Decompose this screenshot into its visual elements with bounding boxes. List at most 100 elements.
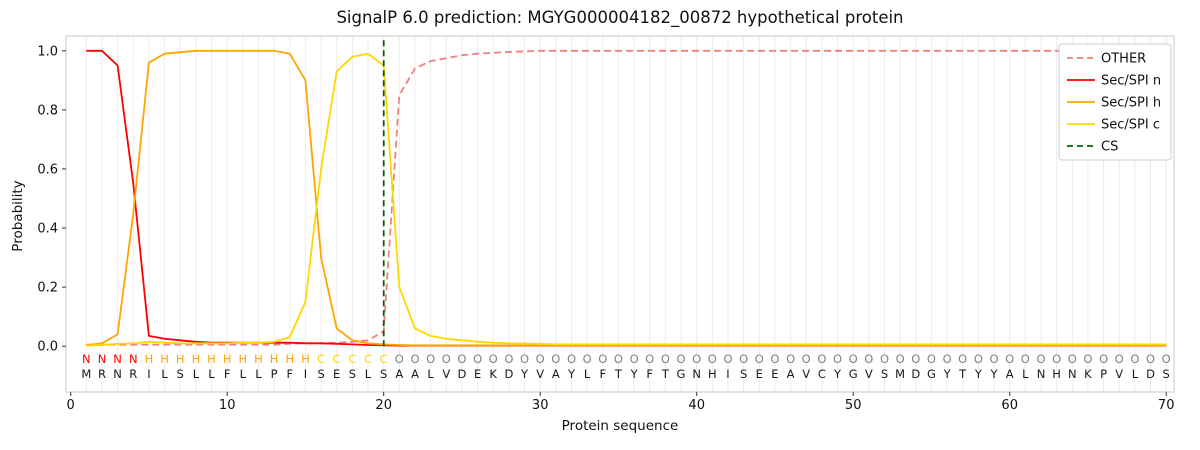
region-letter: O [927,352,936,366]
residue-letter: D [911,367,920,381]
region-letter: O [504,352,513,366]
region-letter: O [786,352,795,366]
region-letter: O [442,352,451,366]
region-letter: O [1036,352,1045,366]
region-letter: O [410,352,419,366]
series-line-sec-spi-h [86,49,1167,347]
x-axis-label: Protein sequence [561,418,679,434]
region-letter: O [583,352,592,366]
region-letter: O [849,352,858,366]
residue-letter: F [599,367,606,381]
legend-label: CS [1101,140,1118,155]
region-letter: O [896,352,905,366]
x-tick-label: 30 [532,398,549,413]
residue-letter: L [193,367,200,381]
region-letter: O [676,352,685,366]
region-letter: C [333,352,341,366]
residue-letter: V [802,367,810,381]
region-letter: O [943,352,952,366]
region-letter: O [661,352,670,366]
residue-letter: S [380,367,387,381]
residue-letter: L [365,367,372,381]
region-letter: O [911,352,920,366]
residue-letter: L [584,367,591,381]
residue-letter: E [333,367,340,381]
region-letter: O [395,352,404,366]
region-letter: O [880,352,889,366]
residue-letter: L [208,367,215,381]
region-letter: N [98,352,107,366]
residue-letter: S [177,367,184,381]
region-letter: O [708,352,717,366]
region-letter: H [192,352,201,366]
residue-letter: Y [630,367,639,381]
region-letter: H [145,352,154,366]
region-letter: O [630,352,639,366]
residue-letter: Y [943,367,952,381]
residue-letter: P [271,367,278,381]
region-letter: O [520,352,529,366]
residue-letter: N [113,367,122,381]
residue-letter: A [787,367,795,381]
residue-letter: S [349,367,356,381]
residue-letter: G [849,367,858,381]
region-letter: C [317,352,325,366]
residue-letter: N [1037,367,1046,381]
region-letter: O [645,352,654,366]
residue-letter: P [1100,367,1107,381]
series-line-sec-spi-c [86,52,1167,347]
region-letter: C [364,352,372,366]
region-letter: O [536,352,545,366]
region-letter: H [160,352,169,366]
residue-letter: C [818,367,826,381]
residue-letter: L [240,367,247,381]
region-letter: O [692,352,701,366]
residue-letter: F [646,367,653,381]
residue-letter: L [1132,367,1139,381]
residue-letter: L [161,367,168,381]
region-letter: O [1005,352,1014,366]
residue-letter: L [255,367,262,381]
residue-letter: V [536,367,544,381]
legend-label: Sec/SPI h [1101,96,1161,111]
legend-label: Sec/SPI c [1101,118,1160,133]
residue-letter: R [129,367,137,381]
region-letter: N [113,352,122,366]
residue-letter: H [708,367,717,381]
region-letter: N [82,352,91,366]
region-letter: O [1099,352,1108,366]
residue-letter: F [224,367,231,381]
residue-letter: I [726,367,729,381]
residue-letter: S [1163,367,1170,381]
region-letter: O [958,352,967,366]
region-letter: H [223,352,232,366]
residue-letter: T [661,367,670,381]
residue-letter: G [677,367,686,381]
residue-letter: Y [833,367,842,381]
residue-letter: Y [989,367,998,381]
region-letter: H [238,352,247,366]
residue-letter: A [552,367,560,381]
residue-letter: S [740,367,747,381]
region-letter: O [817,352,826,366]
region-letter: O [755,352,764,366]
residue-letter: F [286,367,293,381]
region-letter: O [723,352,732,366]
residue-letter: K [489,367,497,381]
residue-letter: H [1052,367,1061,381]
residue-letter: V [1115,367,1123,381]
region-letter: O [1052,352,1061,366]
x-tick-label: 20 [375,398,392,413]
region-letter: O [473,352,482,366]
x-tick-label: 10 [219,398,236,413]
legend-label: OTHER [1101,52,1146,67]
region-letter: O [598,352,607,366]
y-tick-label: 0.8 [37,103,58,118]
region-letter: H [270,352,279,366]
region-letter: O [989,352,998,366]
region-letter: O [1021,352,1030,366]
region-letter: C [348,352,356,366]
residue-letter: M [81,367,91,381]
x-tick-label: 40 [688,398,705,413]
